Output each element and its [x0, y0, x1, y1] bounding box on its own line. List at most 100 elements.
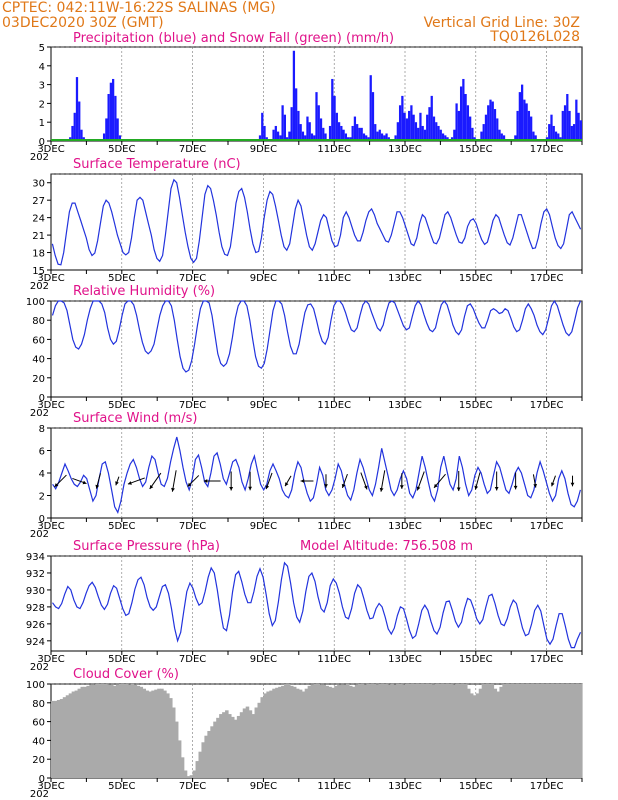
precip-bar: [520, 84, 524, 141]
wind-arrow-shaft: [171, 470, 177, 492]
wind-arrow-head: [399, 485, 404, 489]
cloud-bar: [537, 684, 542, 778]
precip-bar: [272, 129, 275, 141]
cloud-bar: [543, 684, 548, 778]
wind-arrow-head: [416, 486, 421, 491]
cloud-bar: [502, 684, 506, 778]
precip-bar: [353, 116, 357, 141]
y-tick-label: 0: [39, 774, 45, 785]
precip-bar: [557, 133, 560, 141]
precip-bar: [500, 133, 503, 141]
wind-arrow-head: [513, 485, 518, 490]
cloud-bar: [475, 693, 480, 778]
wind-arrow-head: [229, 487, 234, 491]
precip-bar: [572, 124, 576, 141]
cloud-bar: [201, 742, 205, 778]
x-tick-label: 17DEC: [530, 654, 564, 665]
precip-bar: [313, 135, 316, 141]
cloud-bar: [289, 685, 294, 778]
x-tick-label: 9DEC: [250, 654, 277, 665]
x-tick-label: 11DEC: [317, 654, 351, 665]
cloud-bar: [340, 684, 344, 778]
precip-bar: [554, 131, 558, 141]
x-tick-label: 5DEC: [108, 144, 135, 155]
x-tick-label: 7DEC: [179, 521, 206, 532]
x-year-label: 202: [30, 408, 49, 419]
cloud-bar: [525, 684, 530, 778]
precip-bar: [577, 112, 580, 141]
precip-bar: [283, 114, 286, 141]
precip-bar: [423, 129, 427, 141]
precip-bar: [322, 127, 325, 141]
precip-bar: [469, 116, 472, 141]
wind-arrow-head: [570, 482, 575, 487]
precip-bar: [432, 116, 436, 141]
x-tick-label: 17DEC: [530, 400, 564, 411]
cloud-bar: [313, 684, 318, 778]
wind-arrow-head: [300, 479, 305, 483]
x-tick-label: 9DEC: [250, 781, 277, 792]
precip-bar: [471, 127, 474, 141]
x-tick-label: 7DEC: [179, 781, 206, 792]
cloud-bar: [56, 699, 61, 778]
precip-bar: [304, 135, 307, 141]
cloud-bar: [567, 684, 571, 778]
cloud-bar: [351, 686, 356, 778]
cloud-bar: [402, 684, 406, 778]
precip-bar: [369, 75, 372, 141]
x-tick-label: 15DEC: [459, 273, 493, 284]
precip-bar: [405, 118, 409, 141]
cloud-bar: [348, 685, 353, 778]
cloud-bar: [142, 688, 146, 778]
precip-bar: [566, 94, 569, 141]
x-tick-label: 5DEC: [108, 654, 135, 665]
precip-bar: [437, 125, 440, 141]
precip-bar: [276, 131, 280, 141]
plot-frame: [50, 555, 583, 652]
x-tick-label: 15DEC: [459, 654, 493, 665]
precip-bar: [455, 103, 458, 141]
precip-bar: [441, 133, 445, 141]
cloud-bar: [396, 684, 400, 778]
y-tick-label: 20: [32, 755, 45, 766]
precip-bar: [383, 135, 386, 141]
cloud-bar: [387, 684, 391, 778]
header-date: 03DEC2020 30Z (GMT): [2, 15, 164, 31]
y-tick-label: 3: [39, 81, 45, 92]
x-tick-label: 17DEC: [530, 273, 564, 284]
precip-bar: [116, 118, 119, 141]
plot-frame: [50, 173, 583, 271]
cloud-bar: [322, 684, 326, 778]
cloud-bar: [443, 684, 447, 778]
cloud-bar: [337, 684, 341, 778]
precip-bar: [310, 133, 314, 141]
cloud-bar: [115, 684, 120, 778]
cloud-bar: [555, 684, 559, 778]
precip-bar: [491, 101, 494, 141]
wind-arrow-head: [54, 483, 59, 487]
cloud-bar: [89, 684, 93, 778]
y-tick-label: 100: [26, 297, 45, 308]
precip-bar: [317, 105, 320, 141]
cloud-bar: [307, 685, 312, 778]
precip-bar: [118, 135, 122, 141]
cloud-bar: [416, 684, 421, 778]
x-tick-label: 15DEC: [459, 521, 493, 532]
wind-arrow-head: [364, 485, 368, 490]
cloud-bar: [505, 684, 509, 778]
cloud-bar: [210, 726, 214, 778]
wind-arrow-head: [285, 482, 289, 487]
header-line1: CPTEC: 042:11W-16:22S SALINAS (MG): [2, 0, 276, 16]
cloud-bar: [295, 688, 300, 778]
precip-bar: [548, 124, 551, 141]
cloud-bar: [118, 684, 123, 778]
cloud-bar: [570, 684, 574, 778]
cloud-bar: [59, 699, 64, 778]
cloud-bar: [372, 684, 377, 778]
cloud-bar: [145, 690, 149, 778]
cloud-bar: [464, 684, 468, 778]
cloud-bar: [378, 684, 382, 778]
cloud-bar: [275, 687, 279, 778]
precip-bar: [107, 94, 110, 141]
cloud-bar: [425, 684, 430, 778]
